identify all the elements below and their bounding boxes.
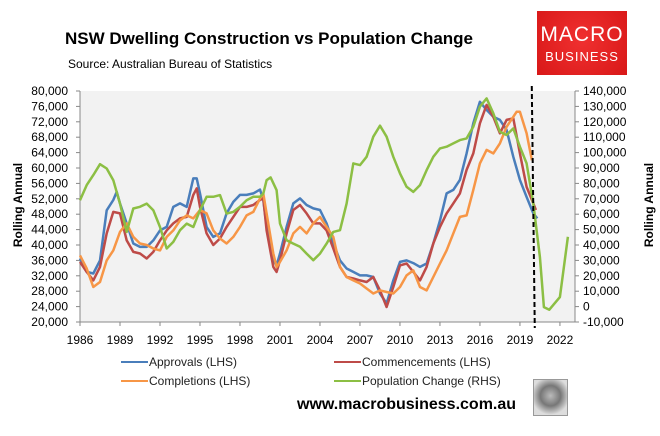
y-tick-label-left: 48,000 (31, 207, 68, 221)
x-tick-label: 1998 (227, 333, 254, 347)
y-tick-label-right: 110,000 (583, 130, 626, 144)
y-tick-label-right: 130,000 (583, 99, 627, 113)
y-tick-label-right: 140,000 (583, 84, 627, 98)
y-tick-label-right: 60,000 (583, 207, 620, 221)
y-tick-label-right: 10,000 (583, 284, 620, 298)
legend-swatch (121, 361, 148, 363)
y-tick-label-right: 20,000 (583, 269, 620, 283)
x-tick-label: 2001 (267, 333, 294, 347)
series-line-approvals-lhs (78, 100, 539, 305)
x-tick-label: 2007 (347, 333, 374, 347)
y-tick-label-left: 44,000 (31, 223, 68, 237)
y-tick-label-right: 100,000 (583, 146, 627, 160)
legend-population-change: Population Change (RHS) (334, 374, 501, 388)
x-tick-label: 1992 (147, 333, 174, 347)
x-tick-label: 1995 (187, 333, 214, 347)
logo-line2: BUSINESS (545, 49, 619, 64)
website-url: www.macrobusiness.com.au (297, 396, 517, 413)
legend-label: Approvals (LHS) (149, 355, 238, 369)
y-tick-label-right: 120,000 (583, 115, 627, 129)
series-line-completions-lhs (78, 110, 534, 295)
chart-title: NSW Dwelling Construction vs Population … (65, 29, 474, 48)
legend-swatch (334, 380, 361, 382)
legend-completions: Completions (LHS) (121, 374, 250, 388)
macrobusiness-logo: MACRO BUSINESS (537, 11, 627, 75)
x-tick-label: 2016 (467, 333, 494, 347)
y-axis-title-right: Rolling Annual (642, 162, 656, 248)
y-tick-label-left: 24,000 (31, 300, 68, 314)
y-tick-label-right: 50,000 (583, 223, 620, 237)
logo-line1: MACRO (540, 23, 624, 46)
y-tick-label-left: 60,000 (31, 161, 68, 175)
legend-swatch (121, 380, 148, 382)
forecast-divider-line (530, 85, 536, 329)
x-tick-label: 2019 (507, 333, 534, 347)
wolf-logo-image (533, 379, 568, 416)
x-tick-label: 1986 (67, 333, 94, 347)
x-tick-label: 2022 (547, 333, 574, 347)
y-tick-label-left: 32,000 (31, 269, 68, 283)
legend-label: Commencements (LHS) (362, 355, 491, 369)
y-tick-label-right: 30,000 (583, 253, 620, 267)
y-tick-label-right: -10,000 (583, 315, 624, 329)
y-tick-label-right: 40,000 (583, 238, 620, 252)
y-tick-label-left: 28,000 (31, 284, 68, 298)
y-axis-title-left: Rolling Annual (11, 162, 25, 248)
series-line-commencements-lhs (78, 103, 538, 309)
y-tick-label-right: 70,000 (583, 192, 620, 206)
legend-commencements: Commencements (LHS) (334, 355, 491, 369)
y-tick-label-right: 90,000 (583, 161, 620, 175)
chart-source: Source: Australian Bureau of Statistics (68, 57, 273, 71)
y-tick-label-left: 76,000 (31, 99, 68, 113)
x-tick-label: 2010 (387, 333, 414, 347)
plot-area (80, 91, 575, 322)
y-tick-label-left: 68,000 (31, 130, 68, 144)
y-tick-label-left: 80,000 (31, 84, 68, 98)
legend-swatch (334, 361, 361, 363)
y-tick-label-left: 72,000 (31, 115, 68, 129)
y-tick-label-left: 52,000 (31, 192, 68, 206)
series-line-population-change-rhs (78, 97, 570, 311)
y-tick-label-left: 40,000 (31, 238, 68, 252)
y-tick-label-right: 0 (583, 300, 590, 314)
x-tick-label: 2013 (427, 333, 454, 347)
x-tick-label: 1989 (107, 333, 134, 347)
y-tick-label-left: 64,000 (31, 146, 68, 160)
legend-approvals: Approvals (LHS) (121, 355, 237, 369)
y-tick-label-left: 36,000 (31, 253, 68, 267)
legend-label: Population Change (RHS) (362, 374, 501, 388)
x-tick-label: 2004 (307, 333, 334, 347)
y-tick-label-left: 20,000 (31, 315, 68, 329)
legend-label: Completions (LHS) (149, 374, 251, 388)
y-tick-label-left: 56,000 (31, 176, 68, 190)
y-tick-label-right: 80,000 (583, 176, 620, 190)
